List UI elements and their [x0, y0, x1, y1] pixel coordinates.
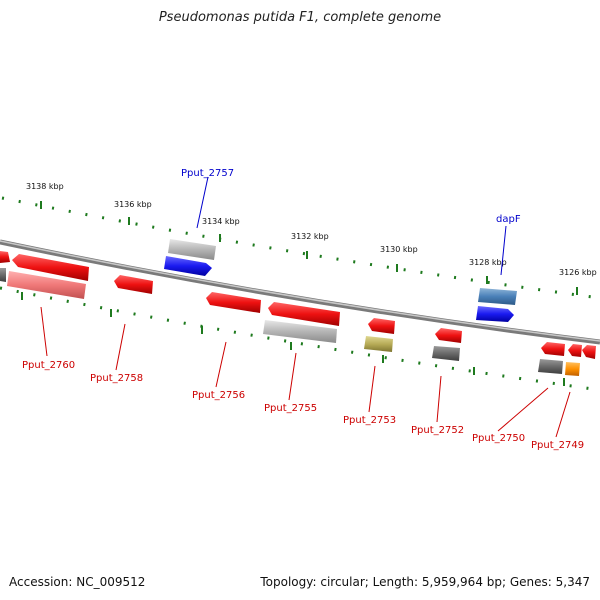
gene-arrow-pput-2750[interactable] [541, 342, 565, 356]
upper-scale: 3138 kbp 3136 kbp 3134 kbp 3132 kbp 3130… [1, 182, 600, 300]
callout-line-pput-2758 [115, 323, 126, 371]
gene-arrow-pput-2752-homolog[interactable] [432, 346, 460, 361]
accession-label: Accession: NC_009512 [9, 575, 146, 589]
kbp-label: 3130 kbp [380, 245, 418, 254]
genome-title: Pseudomonas putida F1, complete genome [158, 10, 442, 25]
lower-scale-line [0, 286, 600, 392]
kbp-label: 3128 kbp [469, 258, 507, 267]
gene-label-pput-2758[interactable]: Pput_2758 [90, 373, 143, 384]
lower-scale [0, 286, 600, 392]
callout-line-pput-2755 [288, 352, 297, 401]
gene-arrow-pput-2758[interactable] [114, 275, 153, 294]
gene-label-pput-2750[interactable]: Pput_2750 [472, 433, 525, 444]
gene-label-pput-2749[interactable]: Pput_2749 [531, 440, 584, 451]
gene-arrow-edge-right[interactable] [582, 345, 596, 359]
gene-arrow-pput-2753-homolog[interactable] [364, 336, 393, 352]
callout-line-pput-2752 [436, 375, 442, 423]
upper-scale-line [1, 196, 600, 300]
gene-arrow-pput-2757[interactable] [164, 256, 212, 276]
gene-label-dapf[interactable]: dapF [496, 214, 521, 225]
genome-backbone [0, 239, 600, 345]
gene-label-pput-2760[interactable]: Pput_2760 [22, 360, 75, 371]
gene-arrow-pput-2749-homolog[interactable] [565, 362, 580, 376]
gene-label-pput-2757[interactable]: Pput_2757 [181, 168, 234, 179]
gene-arrow-dapf[interactable] [476, 306, 514, 322]
gene-label-pput-2756[interactable]: Pput_2756 [192, 390, 245, 401]
gene-arrow-pput-2752[interactable] [435, 328, 462, 343]
genome-backbone-highlight [0, 240, 600, 342]
callout-line-pput-2750 [497, 387, 549, 432]
kbp-label: 3138 kbp [26, 182, 64, 191]
callout-line-pput-2760 [40, 306, 48, 357]
gene-arrow-edge-left[interactable] [0, 251, 10, 263]
kbp-label: 3136 kbp [114, 200, 152, 209]
gene-arrow-pput-2753[interactable] [368, 318, 395, 334]
kbp-label: 3134 kbp [202, 217, 240, 226]
gene-arrow-pput-2749[interactable] [568, 344, 582, 357]
gene-arrow-pput-2756[interactable] [206, 292, 261, 313]
callout-line-pput-2753 [368, 365, 376, 413]
gene-arrow-pput-2755[interactable] [268, 302, 340, 326]
gene-arrow-dapf-homolog[interactable] [478, 288, 517, 305]
gene-arrow-pput-2757-homolog[interactable] [168, 239, 216, 260]
kbp-label: 3132 kbp [291, 232, 329, 241]
genome-summary: Topology: circular; Length: 5,959,964 bp… [260, 575, 590, 589]
callout-line-pput-2756 [215, 341, 227, 388]
reverse-strand-genes [0, 251, 596, 376]
forward-strand-genes [164, 239, 517, 322]
gene-label-pput-2753[interactable]: Pput_2753 [343, 415, 396, 426]
gene-arrow-edge-left-homolog[interactable] [0, 268, 6, 282]
kbp-label: 3126 kbp [559, 268, 597, 277]
callout-line-dapf [500, 225, 507, 276]
callout-line-pput-2757 [196, 176, 209, 229]
callout-line-pput-2749 [555, 391, 571, 438]
gene-arrow-pput-2755-homolog[interactable] [263, 320, 337, 343]
gene-label-pput-2752[interactable]: Pput_2752 [411, 425, 464, 436]
gene-labels: Pput_2757 dapF Pput_2760 Pput_2758 Pput_… [22, 168, 584, 451]
gene-arrow-pput-2760-homolog[interactable] [7, 271, 86, 299]
gene-arrow-pput-2750-homolog[interactable] [538, 359, 563, 374]
gene-arrow-pput-2760[interactable] [12, 254, 89, 281]
callout-lines [40, 176, 571, 438]
gene-label-pput-2755[interactable]: Pput_2755 [264, 403, 317, 414]
